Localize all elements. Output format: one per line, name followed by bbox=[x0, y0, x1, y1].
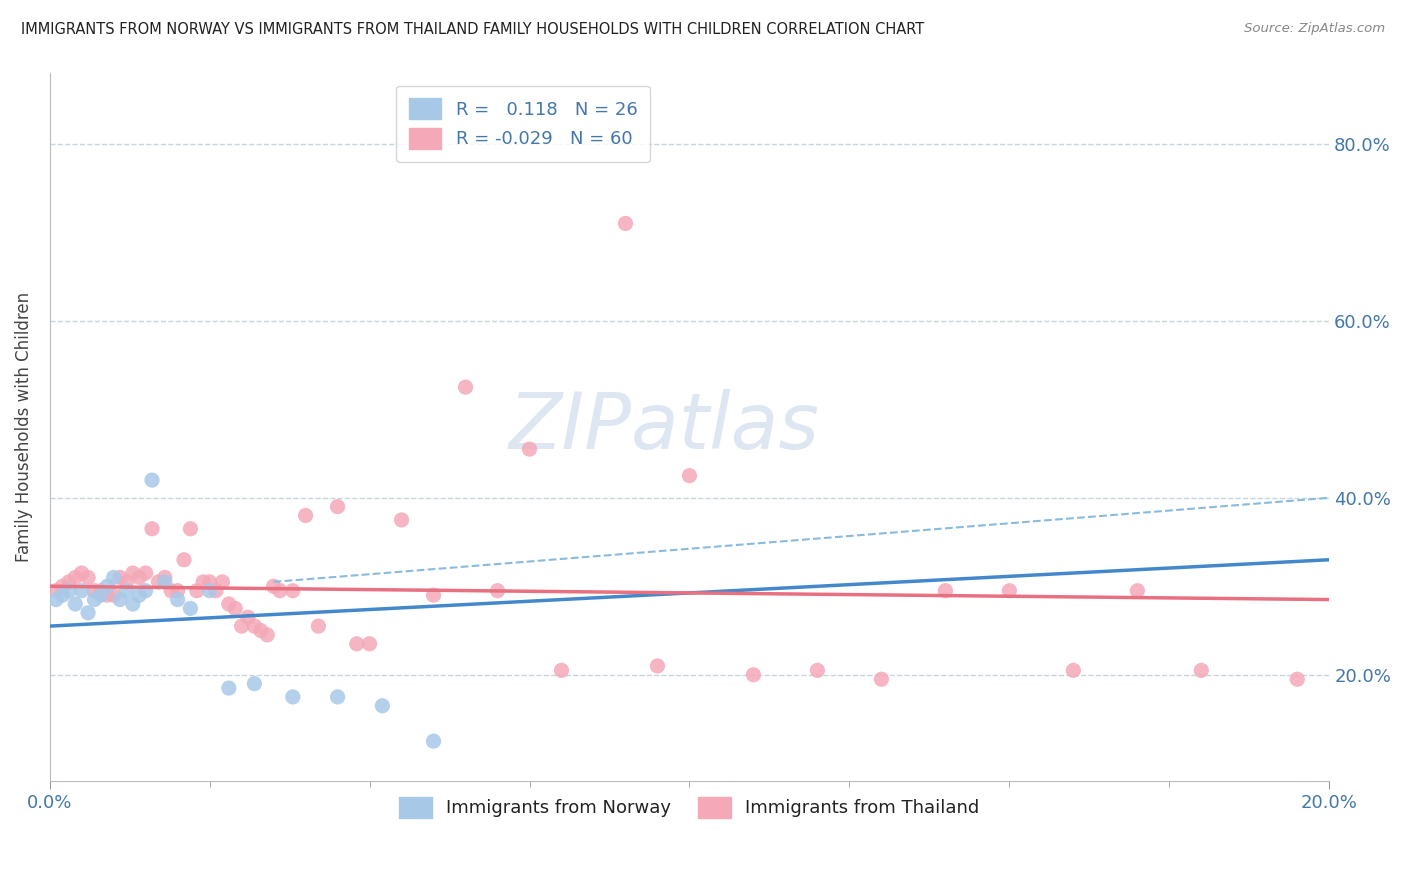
Point bbox=[519, 442, 541, 456]
Point bbox=[173, 553, 195, 567]
Point bbox=[998, 583, 1021, 598]
Text: IMMIGRANTS FROM NORWAY VS IMMIGRANTS FROM THAILAND FAMILY HOUSEHOLDS WITH CHILDR: IMMIGRANTS FROM NORWAY VS IMMIGRANTS FRO… bbox=[21, 22, 924, 37]
Point bbox=[422, 588, 444, 602]
Point bbox=[186, 583, 208, 598]
Point bbox=[77, 570, 100, 584]
Point bbox=[51, 579, 73, 593]
Legend: Immigrants from Norway, Immigrants from Thailand: Immigrants from Norway, Immigrants from … bbox=[392, 789, 987, 825]
Point bbox=[153, 574, 176, 589]
Point bbox=[218, 681, 240, 695]
Point bbox=[128, 570, 150, 584]
Point bbox=[256, 628, 278, 642]
Point bbox=[870, 672, 893, 686]
Point bbox=[90, 588, 112, 602]
Point bbox=[359, 637, 381, 651]
Point bbox=[128, 588, 150, 602]
Point bbox=[65, 597, 87, 611]
Point bbox=[198, 574, 221, 589]
Point bbox=[806, 664, 828, 678]
Point bbox=[179, 601, 201, 615]
Point bbox=[90, 583, 112, 598]
Point bbox=[121, 597, 143, 611]
Point bbox=[83, 583, 105, 598]
Point bbox=[614, 216, 637, 230]
Point bbox=[108, 570, 131, 584]
Point bbox=[263, 579, 285, 593]
Point bbox=[647, 659, 669, 673]
Point bbox=[326, 690, 349, 704]
Point bbox=[103, 588, 125, 602]
Point bbox=[77, 606, 100, 620]
Text: Source: ZipAtlas.com: Source: ZipAtlas.com bbox=[1244, 22, 1385, 36]
Point bbox=[179, 522, 201, 536]
Point bbox=[934, 583, 956, 598]
Point bbox=[83, 592, 105, 607]
Point bbox=[243, 676, 266, 690]
Point bbox=[115, 574, 138, 589]
Point bbox=[346, 637, 368, 651]
Point bbox=[135, 566, 157, 580]
Point bbox=[51, 588, 73, 602]
Point bbox=[198, 583, 221, 598]
Point bbox=[153, 570, 176, 584]
Point bbox=[70, 583, 93, 598]
Point bbox=[486, 583, 509, 598]
Point bbox=[281, 583, 304, 598]
Point bbox=[115, 583, 138, 598]
Point bbox=[141, 473, 163, 487]
Point bbox=[160, 583, 183, 598]
Point bbox=[1189, 664, 1212, 678]
Point bbox=[236, 610, 259, 624]
Point bbox=[307, 619, 329, 633]
Point bbox=[1126, 583, 1149, 598]
Point bbox=[141, 522, 163, 536]
Point bbox=[135, 583, 157, 598]
Point bbox=[281, 690, 304, 704]
Point bbox=[103, 570, 125, 584]
Point bbox=[249, 624, 271, 638]
Point bbox=[166, 583, 188, 598]
Point bbox=[96, 588, 118, 602]
Point bbox=[678, 468, 700, 483]
Point bbox=[148, 574, 170, 589]
Point bbox=[45, 583, 67, 598]
Point bbox=[1286, 672, 1309, 686]
Point bbox=[121, 566, 143, 580]
Point bbox=[326, 500, 349, 514]
Point bbox=[224, 601, 246, 615]
Point bbox=[294, 508, 316, 523]
Y-axis label: Family Households with Children: Family Households with Children bbox=[15, 292, 32, 562]
Point bbox=[65, 570, 87, 584]
Point bbox=[58, 583, 80, 598]
Point bbox=[422, 734, 444, 748]
Point bbox=[205, 583, 228, 598]
Point bbox=[166, 592, 188, 607]
Point bbox=[218, 597, 240, 611]
Point bbox=[391, 513, 413, 527]
Point bbox=[550, 664, 572, 678]
Point bbox=[58, 574, 80, 589]
Point bbox=[96, 579, 118, 593]
Point bbox=[243, 619, 266, 633]
Point bbox=[193, 574, 215, 589]
Point bbox=[1062, 664, 1084, 678]
Text: ZIPatlas: ZIPatlas bbox=[509, 389, 820, 465]
Point bbox=[108, 592, 131, 607]
Point bbox=[45, 592, 67, 607]
Point bbox=[454, 380, 477, 394]
Point bbox=[742, 667, 765, 681]
Point bbox=[269, 583, 291, 598]
Point bbox=[231, 619, 253, 633]
Point bbox=[211, 574, 233, 589]
Point bbox=[70, 566, 93, 580]
Point bbox=[371, 698, 394, 713]
